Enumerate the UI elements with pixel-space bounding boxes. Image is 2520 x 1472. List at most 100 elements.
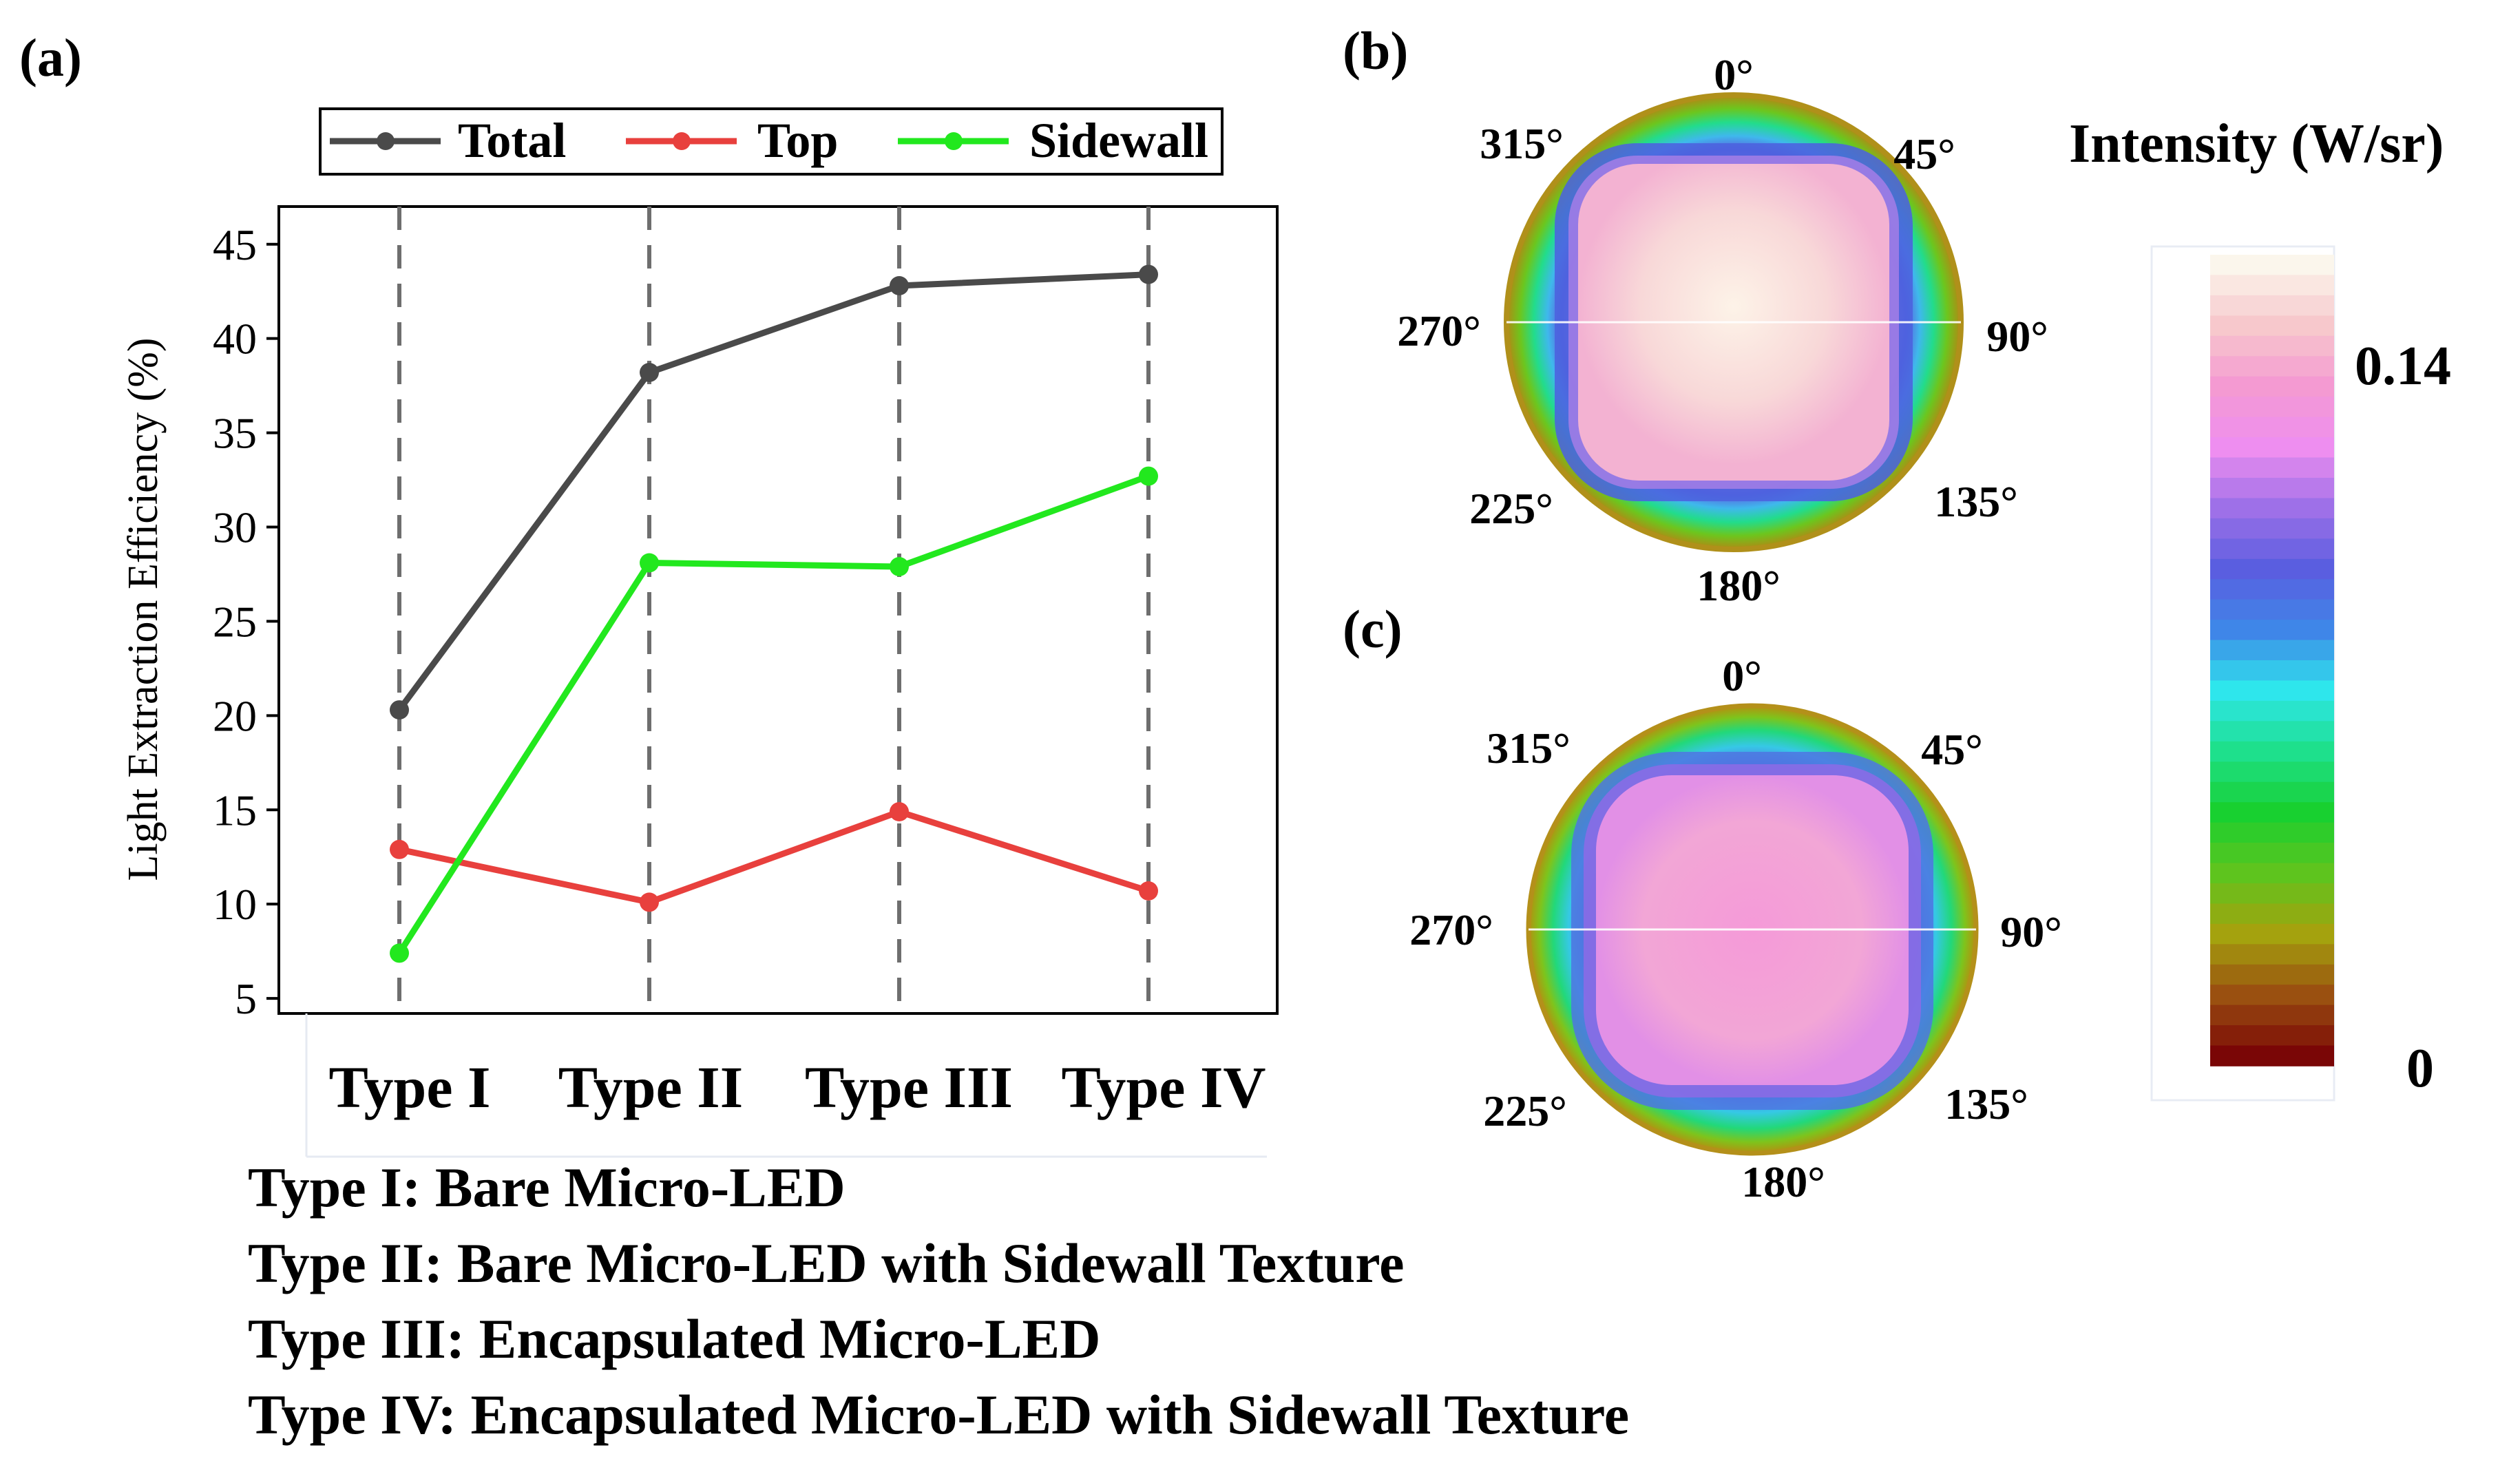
data-point-sidewall-4 [1139,466,1158,486]
angle-label-b-270: 270° [1397,306,1481,355]
data-point-sidewall-2 [640,553,659,573]
colorbar-step-2 [2210,275,2334,296]
data-point-total-2 [640,363,659,382]
colorbar-step-6 [2210,356,2334,377]
y-tick-label-45: 45 [213,220,257,269]
angle-label-b-45: 45° [1893,129,1955,178]
y-tick-label-30: 30 [213,503,257,552]
data-point-top-3 [890,802,909,821]
colorbar-step-13 [2210,498,2334,519]
y-tick-label-10: 10 [213,880,257,929]
colorbar-step-31 [2210,863,2334,884]
x-tick-label-2: Type II [558,1054,743,1120]
colorbar-step-28 [2210,802,2334,823]
colorbar-step-24 [2210,721,2334,742]
colorbar-step-34 [2210,923,2334,945]
legend-label-total: Total [458,113,566,168]
data-point-total-3 [890,276,909,295]
legend-label-sidewall: Sidewall [1029,113,1208,168]
colorbar-title: Intensity (W/sr) [2069,114,2444,174]
angle-label-b-315: 315° [1480,119,1564,168]
caption-line-2: Type II: Bare Micro-LED with Sidewall Te… [248,1232,1405,1294]
colorbar-max-label: 0.14 [2355,336,2451,397]
y-tick-label-35: 35 [213,409,257,458]
caption-line-3: Type III: Encapsulated Micro-LED [248,1307,1100,1370]
colorbar-step-40 [2210,1045,2334,1066]
colorbar-step-7 [2210,376,2334,397]
x-tick-label-1: Type I [329,1054,491,1120]
type-captions: Type I: Bare Micro-LED Type II: Bare Micr… [248,1156,1629,1446]
colorbar-step-4 [2210,315,2334,337]
angle-label-c-180: 180° [1741,1157,1825,1206]
angle-label-b-180: 180° [1697,561,1781,610]
angle-label-c-225: 225° [1483,1086,1567,1135]
colorbar-step-8 [2210,397,2334,418]
data-point-top-2 [640,892,659,912]
colorbar-step-14 [2210,518,2334,540]
colorbar-step-16 [2210,558,2334,580]
colorbar-step-27 [2210,781,2334,803]
colorbar-step-36 [2210,964,2334,986]
angle-label-b-0: 0° [1714,50,1754,99]
angle-labels-b: 0° 45° 90° 135° 180° 225° 270° 315° [1397,50,2048,610]
y-axis-label: Light Extraction Efficiency (%) [120,337,167,881]
panel-label-b: (b) [1343,21,1408,81]
series-line-sidewall [397,473,1150,955]
colorbar-step-22 [2210,680,2334,702]
caption-line-1: Type I: Bare Micro-LED [248,1156,846,1219]
colorbar-step-10 [2210,437,2334,459]
series-line-total [397,271,1149,712]
angle-label-b-135: 135° [1934,477,2018,526]
legend-frame [319,107,1224,176]
colorbar-step-39 [2210,1025,2334,1047]
data-point-sidewall-1 [390,943,409,963]
category-gridlines [397,207,1151,1013]
caption-line-4: Type IV: Encapsulated Micro-LED with Sid… [248,1383,1629,1446]
polar-map-c [1526,703,1979,1156]
panel-label-a: (a) [19,28,82,87]
angle-label-c-90: 90° [2000,907,2062,956]
colorbar-step-5 [2210,335,2334,357]
data-point-sidewall-3 [890,557,909,576]
angle-label-c-0: 0° [1722,651,1762,700]
polar-map-b [1504,92,1964,552]
angle-labels-c: 0° 45° 90° 135° 180° 225° 270° 315° [1409,651,2062,1206]
data-point-top-1 [390,839,409,859]
legend-marker-top [673,132,691,150]
colorbar-step-33 [2210,903,2334,925]
colorbar-step-1 [2210,255,2334,276]
plot-frame [277,205,1279,1015]
data-point-top-4 [1139,881,1158,901]
angle-label-c-270: 270° [1409,905,1493,954]
data-point-total-4 [1139,264,1158,284]
x-axis: Type I Type II Type III Type IV [329,1054,1266,1120]
angle-label-c-135: 135° [1944,1080,2028,1128]
chart-series [390,264,1158,963]
colorbar-step-32 [2210,883,2334,905]
y-tick-label-20: 20 [213,691,257,740]
panel-label-c: (c) [1343,599,1403,659]
y-axis: 5 10 15 20 25 30 35 40 45 [213,220,279,1023]
colorbar-step-21 [2210,660,2334,682]
colorbar-step-18 [2210,599,2334,620]
legend-marker-sidewall [945,132,963,150]
colorbar-step-17 [2210,579,2334,600]
colorbar-step-20 [2210,640,2334,661]
x-tick-label-3: Type III [805,1054,1013,1120]
colorbar-step-26 [2210,761,2334,783]
colorbar-step-38 [2210,1005,2334,1026]
y-tick-label-40: 40 [213,315,257,364]
colorbar-step-35 [2210,944,2334,965]
legend-label-top: Top [757,113,838,168]
angle-label-b-90: 90° [1986,312,2048,361]
angle-label-b-225: 225° [1469,484,1553,533]
chart-legend: Total Top Sidewall [319,107,1224,176]
x-tick-label-4: Type IV [1061,1054,1266,1120]
y-tick-label-5: 5 [235,974,257,1023]
y-tick-label-15: 15 [213,786,257,834]
colorbar-step-25 [2210,741,2334,763]
colorbar-step-12 [2210,478,2334,499]
angle-label-c-315: 315° [1487,724,1571,772]
